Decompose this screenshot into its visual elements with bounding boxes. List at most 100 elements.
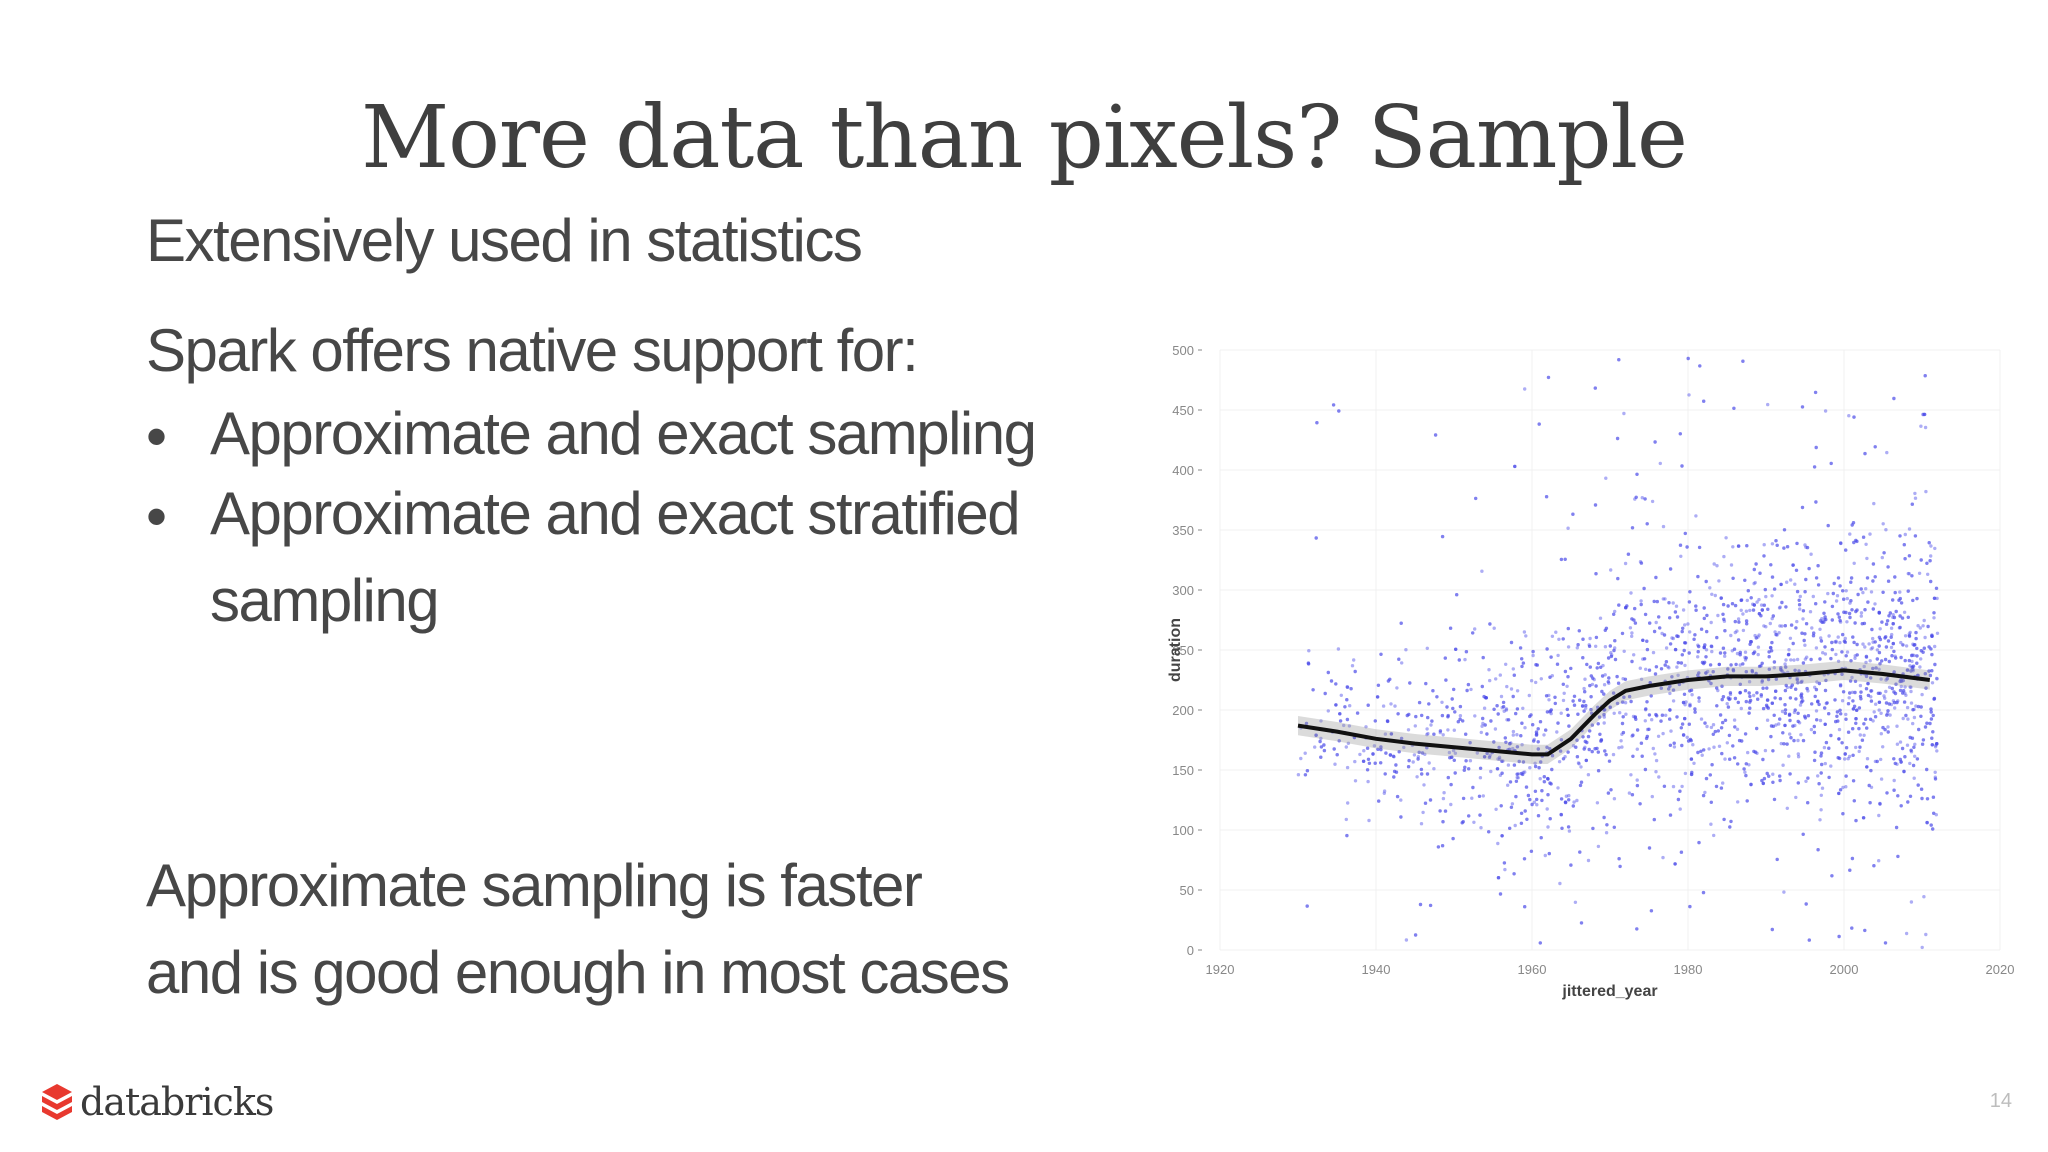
scatter-point [1930,634,1934,638]
scatter-point [1616,576,1620,581]
scatter-point [1719,596,1723,600]
scatter-point [1826,523,1830,528]
scatter-point [1812,631,1816,635]
scatter-point [1736,617,1741,621]
scatter-point [1418,902,1423,907]
scatter-point [1771,780,1775,784]
scatter-point [1851,707,1856,711]
scatter-point [1934,813,1938,817]
scatter-point [1930,633,1934,637]
scatter-point [1886,730,1890,734]
scatter-point [1762,554,1766,558]
scatter-point [1764,625,1768,629]
y-tick-label: 50 [1180,883,1194,898]
scatter-point [1743,655,1747,660]
scatter-point [1728,757,1732,761]
scatter-point [1519,811,1524,815]
scatter-point [1757,633,1761,637]
scatter-point [1749,640,1753,644]
scatter-point [1444,678,1448,682]
scatter-point [1911,669,1915,673]
scatter-point [1871,579,1875,583]
scatter-point [1823,615,1827,619]
scatter-point [1892,778,1896,783]
scatter-point [1744,762,1748,766]
scatter-point [1783,688,1788,693]
scatter-point [1702,645,1706,650]
scatter-point [1881,522,1885,526]
scatter-point [1920,742,1925,746]
scatter-point [1345,717,1350,722]
scatter-point [1761,781,1765,786]
scatter-point [1652,629,1657,634]
scatter-point [1689,688,1694,692]
scatter-point [1864,674,1869,679]
scatter-point [1639,561,1644,565]
scatter-point [1890,654,1894,658]
scatter-point [1746,589,1750,593]
scatter-point [1836,576,1841,580]
scatter-point [1893,590,1897,595]
scatter-point [1906,717,1910,721]
scatter-point [1639,741,1644,745]
scatter-point [1688,904,1692,909]
scatter-point [1512,872,1516,876]
scatter-point [1738,691,1742,695]
scatter-point [1820,620,1824,624]
scatter-point [1489,719,1493,723]
scatter-point [1722,554,1726,559]
scatter-point [1620,700,1625,704]
scatter-point [1627,791,1632,795]
scatter-point [1502,861,1507,865]
scatter-point [1816,848,1820,852]
scatter-point [1911,708,1915,712]
scatter-point [1837,737,1841,741]
scatter-point [1384,751,1388,755]
scatter-point [1701,793,1706,798]
scatter-point [1441,820,1445,824]
scatter-point [1648,681,1652,685]
scatter-point [1803,632,1807,636]
scatter-point [1620,745,1624,749]
scatter-point [1496,757,1500,761]
scatter-point [1749,640,1753,644]
scatter-point [1891,622,1895,626]
scatter-point [1732,406,1736,410]
scatter-point [1841,690,1846,694]
scatter-point [1653,672,1658,676]
scatter-point [1912,643,1916,647]
scatter-point [1429,723,1433,727]
scatter-point [1787,712,1792,716]
scatter-point [1549,782,1553,786]
scatter-point [1563,800,1568,805]
scatter-point [1778,778,1782,783]
scatter-point [1705,613,1709,618]
scatter-point [1602,815,1606,820]
scatter-point [1898,625,1902,630]
scatter-point [1750,668,1754,673]
scatter-point [1606,791,1611,795]
scatter-point [1773,696,1777,700]
scatter-point [1334,703,1338,707]
scatter-point [1594,572,1598,576]
scatter-point [1853,656,1857,660]
scatter-point [1668,708,1672,712]
scatter-point [1389,732,1394,736]
scatter-point [1407,712,1411,717]
scatter-point [1891,641,1895,646]
scatter-point [1883,636,1887,640]
scatter-point [1783,624,1787,628]
scatter-point [1896,699,1900,703]
scatter-point [1830,604,1835,609]
scatter-point [1688,702,1692,706]
scatter-point [1699,627,1704,631]
scatter-point [1509,640,1514,645]
scatter-point [1754,562,1758,566]
statement-statistics: Extensively used in statistics [146,207,863,274]
scatter-point [1883,657,1888,662]
scatter-point [1883,941,1888,945]
scatter-point [1373,761,1377,765]
scatter-point [1684,700,1688,704]
scatter-point [1532,737,1536,742]
scatter-point [1590,749,1594,754]
